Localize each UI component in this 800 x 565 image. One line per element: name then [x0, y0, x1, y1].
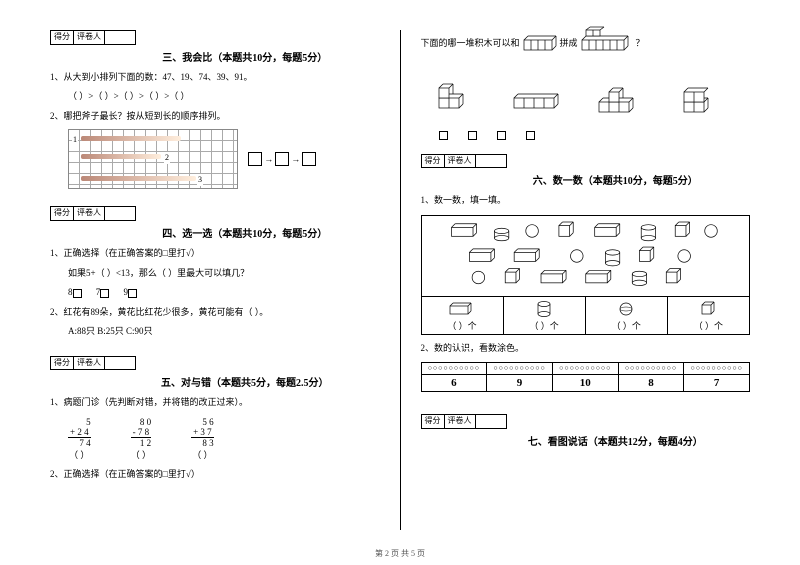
block-opt-a: [433, 76, 483, 118]
blocks-question: 下面的哪一堆积木可以和 拼成 ？: [421, 30, 751, 54]
chopstick-grid: 1 2 3: [68, 129, 238, 189]
score-box-s5: 得分 评卷人: [50, 356, 380, 373]
checkbox[interactable]: [128, 289, 137, 298]
page-layout: 得分 评卷人 三、我会比（本题共10分，每题5分） 1、从大到小排列下面的数：4…: [50, 30, 750, 535]
left-column: 得分 评卷人 三、我会比（本题共10分，每题5分） 1、从大到小排列下面的数：4…: [50, 30, 380, 535]
count-answer-row: （ ）个 （ ）个 （ ）个 （ ）个: [422, 296, 750, 334]
score-blank: [105, 31, 135, 44]
block-target-1: [520, 30, 560, 54]
arrow-icon: →: [291, 153, 300, 167]
stick-1: [81, 136, 181, 141]
section-3-title: 三、我会比（本题共10分，每题5分）: [110, 49, 380, 64]
checkbox[interactable]: [468, 131, 477, 140]
s3-q1: 1、从大到小排列下面的数：47、19、74、39、91。: [50, 71, 380, 85]
s3-chopsticks: 1 2 3 → →: [68, 129, 380, 189]
arrow-icon: →: [264, 153, 273, 167]
s6-q2: 2、数的认识，看数涂色。: [421, 342, 751, 356]
stick-3: [81, 176, 196, 181]
s3-q2: 2、哪把斧子最长？按从短到长的顺序排列。: [50, 110, 380, 124]
s5-q2: 2、正确选择（在正确答案的□里打√）: [50, 468, 380, 482]
block-opt-c: [593, 76, 653, 118]
shapes-scatter: [422, 216, 750, 296]
math-col-3: 5 6 + 3 7 8 3 （ ）: [191, 417, 214, 461]
s4-opts: 8 7 9: [68, 286, 380, 300]
grader-label: 评卷人: [74, 31, 105, 44]
math-problems: 5 + 2 4 7 4 （ ） 8 0 - 7 8 1 2 （ ） 5 6 + …: [68, 417, 380, 461]
s3-q1-blanks: （ ）>（ ）>（ ）>（ ）>（ ）: [68, 90, 380, 104]
count-cell-cube: （ ）个: [668, 297, 749, 334]
section-4-title: 四、选一选（本题共10分，每题5分）: [110, 225, 380, 240]
column-divider: [400, 30, 401, 530]
section-7-title: 七、看图说话（本题共12分，每题4分）: [481, 433, 751, 448]
checkbox[interactable]: [497, 131, 506, 140]
flow-box: [302, 152, 316, 166]
checkbox[interactable]: [73, 289, 82, 298]
math-col-2: 8 0 - 7 8 1 2 （ ）: [131, 417, 152, 461]
count-cell-sphere: （ ）个: [586, 297, 668, 334]
dots-cell-5: ○○○○○○○○○○7: [684, 363, 749, 391]
score-box-s6: 得分 评卷人: [421, 154, 751, 171]
score-box-s7: 得分 评卷人: [421, 414, 751, 431]
dots-cell-4: ○○○○○○○○○○8: [619, 363, 685, 391]
checkbox[interactable]: [526, 131, 535, 140]
checkbox[interactable]: [100, 289, 109, 298]
block-opt-blanks: [439, 129, 751, 143]
s4-q1b: 如果5+（ ）<13，那么（ ）里最大可以填几？: [68, 267, 380, 281]
dots-table: ○○○○○○○○○○6 ○○○○○○○○○○9 ○○○○○○○○○○10 ○○○…: [421, 362, 751, 392]
score-label: 得分: [51, 31, 74, 44]
s5-q1: 1、病题门诊（先判断对错，并将错的改正过来）。: [50, 396, 380, 410]
block-opt-b: [508, 76, 568, 118]
flow-box: [275, 152, 289, 166]
score-box-s4: 得分 评卷人: [50, 206, 380, 223]
s4-q2-opts: A:88只 B:25只 C:90只: [68, 325, 380, 339]
dots-cell-1: ○○○○○○○○○○6: [422, 363, 488, 391]
flow-box: [248, 152, 262, 166]
count-shapes-box: （ ）个 （ ）个 （ ）个 （ ）个: [421, 215, 751, 335]
shapes-svg: [428, 222, 744, 290]
section-6-title: 六、数一数（本题共10分，每题5分）: [481, 172, 751, 187]
section-5-title: 五、对与错（本题共5分，每题2.5分）: [110, 374, 380, 389]
checkbox[interactable]: [439, 131, 448, 140]
s6-q1: 1、数一数，填一填。: [421, 194, 751, 208]
block-target-2: [578, 30, 636, 54]
order-flow: → →: [248, 152, 316, 166]
dots-cell-3: ○○○○○○○○○○10: [553, 363, 619, 391]
s4-q2: 2、红花有89朵，黄花比红花少很多，黄花可能有（ ）。: [50, 306, 380, 320]
score-box-s3: 得分 评卷人: [50, 30, 380, 47]
block-options: [421, 68, 751, 118]
s4-q1: 1、正确选择（在正确答案的□里打√）: [50, 247, 380, 261]
stick-2: [81, 154, 161, 159]
math-col-1: 5 + 2 4 7 4 （ ）: [68, 417, 91, 461]
block-opt-d: [678, 76, 738, 118]
count-cell-cylinder: （ ）个: [504, 297, 586, 334]
count-cell-cuboid: （ ）个: [422, 297, 504, 334]
dots-cell-2: ○○○○○○○○○○9: [487, 363, 553, 391]
page-footer: 第 2 页 共 5 页: [0, 548, 800, 559]
right-column: 下面的哪一堆积木可以和 拼成 ？ 得分 评卷人: [421, 30, 751, 535]
